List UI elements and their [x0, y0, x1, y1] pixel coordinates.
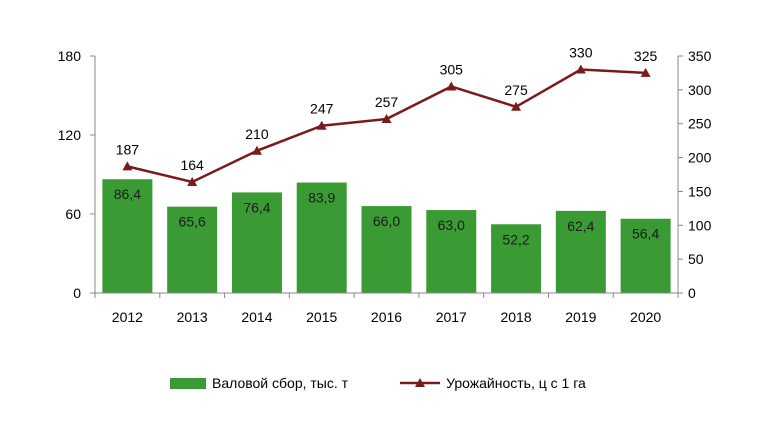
- right-tick-label: 350: [688, 48, 712, 64]
- yield-value-label-2016: 257: [375, 94, 399, 110]
- bar-value-label-2019: 62,4: [567, 218, 594, 234]
- bars-layer: [102, 179, 671, 293]
- x-tick-label-2017: 2017: [436, 309, 467, 325]
- x-tick-label-2014: 2014: [241, 309, 272, 325]
- right-tick-label: 200: [688, 150, 712, 166]
- right-tick-label: 300: [688, 82, 712, 98]
- right-tick-label: 50: [688, 251, 704, 267]
- line-layer: [122, 64, 651, 186]
- yield-value-label-2019: 330: [569, 45, 593, 61]
- bar-value-label-2017: 63,0: [438, 217, 465, 233]
- bar-2014: [231, 192, 282, 293]
- yield-marker-2014: [251, 145, 262, 155]
- right-tick-label: 250: [688, 116, 712, 132]
- yield-value-label-2014: 210: [245, 126, 269, 142]
- yield-marker-2019: [575, 64, 586, 74]
- bar-value-label-2014: 76,4: [243, 199, 270, 215]
- legend-item-line: Урожайность, ц с 1 га: [400, 375, 586, 391]
- yield-value-label-2012: 187: [116, 141, 140, 157]
- x-tick-label-2012: 2012: [112, 309, 143, 325]
- bar-2015: [296, 182, 347, 293]
- left-tick-label: 180: [58, 48, 82, 64]
- bar-2012: [102, 179, 153, 293]
- x-tick-label-2018: 2018: [500, 309, 531, 325]
- left-tick-label: 60: [65, 206, 81, 222]
- yield-marker-2015: [316, 120, 327, 130]
- yield-marker-2018: [511, 101, 522, 111]
- legend-bar-swatch: [170, 377, 206, 389]
- right-tick-label: 100: [688, 217, 712, 233]
- x-tick-label-2020: 2020: [630, 309, 661, 325]
- bar-2016: [361, 206, 412, 293]
- bar-value-label-2016: 66,0: [373, 213, 400, 229]
- labels-layer: 86,4 65,6 76,4 83,9 66,0 63,0 52,2 62,4 56,4 187 1…: [114, 45, 660, 248]
- legend-item-bars: Валовой сбор, тыс. т: [170, 375, 348, 391]
- right-tick-label: 0: [688, 285, 696, 301]
- bar-value-label-2020: 56,4: [632, 226, 659, 242]
- x-tick-label-2019: 2019: [565, 309, 596, 325]
- x-tick-label-2016: 2016: [371, 309, 402, 325]
- axes-layer: 0 60 120 180 0 50 100 150 200 250 300 350 2012 2013 20…: [58, 48, 712, 325]
- yield-line: [127, 68, 646, 184]
- bar-2020: [620, 218, 671, 293]
- legend-bar-label: Валовой сбор, тыс. т: [212, 375, 349, 391]
- yield-value-label-2018: 275: [504, 82, 528, 98]
- yield-marker-2013: [187, 176, 198, 186]
- bar-2017: [426, 210, 477, 293]
- bar-value-label-2015: 83,9: [308, 190, 335, 206]
- legend: Валовой сбор, тыс. т Урожайность, ц с 1 …: [170, 375, 586, 391]
- yield-value-label-2013: 164: [180, 157, 204, 173]
- yield-marker-2020: [640, 67, 651, 77]
- bar-2013: [167, 206, 218, 293]
- x-tick-label-2013: 2013: [177, 309, 208, 325]
- yield-marker-2017: [446, 81, 457, 91]
- bar-2018: [491, 224, 542, 293]
- yield-value-label-2015: 247: [310, 101, 334, 117]
- legend-line-label: Урожайность, ц с 1 га: [446, 375, 586, 391]
- yield-value-label-2020: 325: [634, 48, 658, 64]
- left-tick-label: 0: [73, 285, 81, 301]
- bar-value-label-2018: 52,2: [502, 231, 529, 247]
- yield-marker-2012: [122, 161, 133, 171]
- yield-marker-2016: [381, 113, 392, 123]
- yield-value-label-2017: 305: [440, 61, 464, 77]
- bar-value-label-2013: 65,6: [179, 214, 206, 230]
- legend-line-swatch: [400, 378, 441, 387]
- left-tick-label: 120: [58, 127, 82, 143]
- bar-value-label-2012: 86,4: [114, 186, 141, 202]
- right-tick-label: 150: [688, 183, 712, 199]
- x-tick-label-2015: 2015: [306, 309, 337, 325]
- bar-2019: [555, 210, 606, 293]
